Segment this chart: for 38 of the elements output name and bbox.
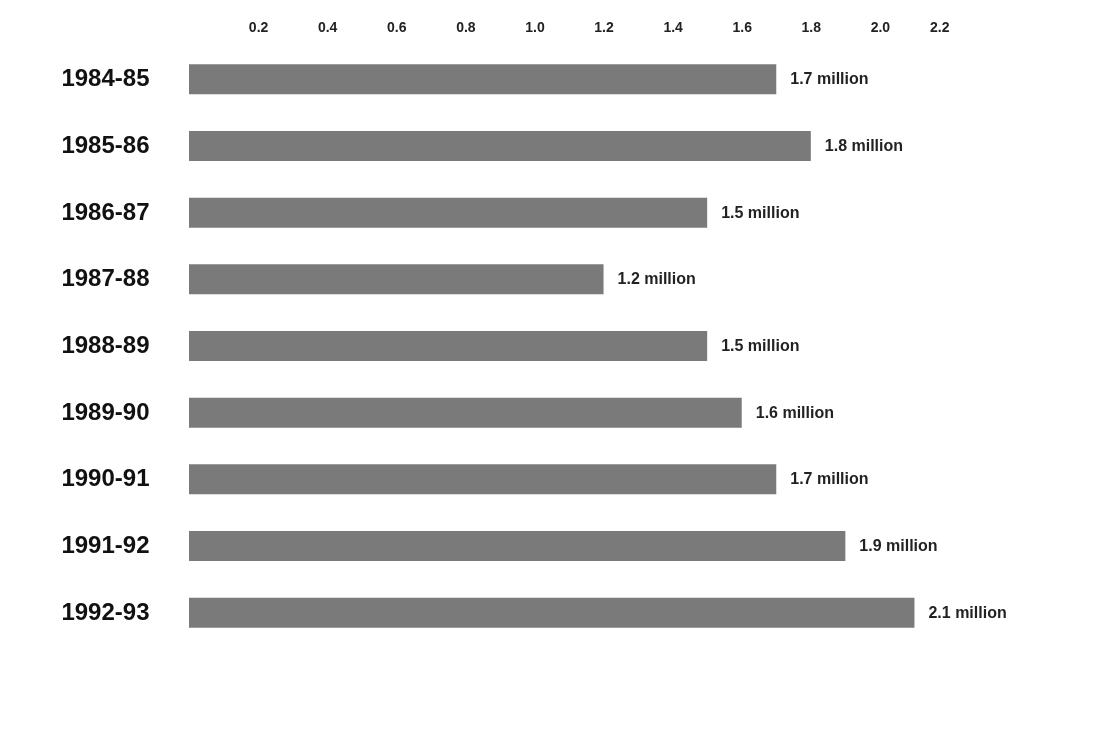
x-tick-label: 1.8 bbox=[801, 18, 822, 35]
y-tick-label: 1985-86 bbox=[61, 131, 150, 158]
x-tick-label: 2.2 bbox=[930, 18, 950, 35]
bar bbox=[189, 131, 811, 161]
x-tick-label: 0.2 bbox=[248, 18, 269, 35]
x-tick-label: 0.4 bbox=[317, 18, 338, 35]
x-tick-label: 0.6 bbox=[387, 18, 407, 35]
bar bbox=[189, 264, 604, 295]
bar bbox=[189, 64, 777, 95]
data-label: 1.2 million bbox=[617, 270, 696, 288]
y-tick-label: 1987-88 bbox=[61, 264, 150, 292]
y-tick-label: 1988-89 bbox=[61, 331, 150, 358]
bar bbox=[189, 397, 742, 428]
x-tick-label: 1.2 bbox=[594, 18, 614, 35]
x-tick-label: 1.4 bbox=[663, 18, 684, 35]
x-tick-label: 1.0 bbox=[525, 18, 545, 35]
x-tick-label: 2.0 bbox=[870, 18, 891, 35]
data-label: 1.6 million bbox=[755, 403, 834, 421]
y-tick-label: 1990-91 bbox=[61, 464, 150, 492]
x-tick-label: 0.8 bbox=[456, 18, 476, 35]
bar bbox=[189, 464, 777, 495]
data-label: 1.8 million bbox=[824, 137, 904, 154]
x-tick-label: 1.6 bbox=[732, 18, 753, 35]
data-label: 1.7 million bbox=[790, 70, 869, 88]
y-tick-label: 1989-90 bbox=[61, 397, 150, 425]
bar bbox=[189, 597, 915, 628]
data-label: 1.5 million bbox=[721, 203, 800, 221]
bar bbox=[189, 197, 708, 228]
bar bbox=[189, 531, 846, 561]
data-label: 1.5 million bbox=[721, 337, 800, 354]
bar bbox=[189, 331, 708, 361]
y-tick-label: 1991-92 bbox=[61, 531, 150, 558]
data-label: 1.9 million bbox=[859, 537, 938, 554]
data-label: 2.1 million bbox=[928, 603, 1007, 621]
data-label: 1.7 million bbox=[790, 470, 869, 488]
y-tick-label: 1986-87 bbox=[61, 197, 150, 225]
y-tick-label: 1984-85 bbox=[61, 64, 150, 92]
y-tick-label: 1992-93 bbox=[61, 597, 150, 625]
